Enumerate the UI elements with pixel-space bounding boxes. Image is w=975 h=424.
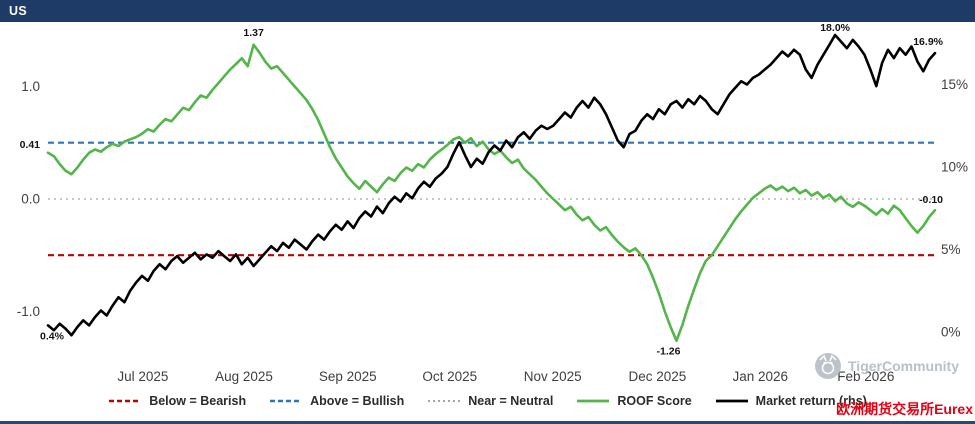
- chart-title-bar: US: [0, 0, 975, 22]
- left-axis-tick-label: 1.0: [21, 79, 40, 94]
- legend-item-roof: ROOF Score: [576, 394, 692, 408]
- x-axis-month-label: Oct 2025: [422, 369, 477, 384]
- eurex-watermark: 欧洲期货交易所Eurex: [836, 401, 973, 417]
- value-annotation: 1.37: [243, 27, 264, 39]
- legend-swatch-bullish: [270, 399, 303, 403]
- x-axis-month-label: Nov 2025: [524, 369, 582, 384]
- left-axis-tick-label: 0.0: [21, 191, 40, 206]
- legend-item-market: Market return (rhs): [715, 394, 867, 408]
- chart-region-title: US: [9, 4, 27, 18]
- value-annotation: -0.10: [919, 194, 943, 206]
- value-annotation: 0.41: [20, 139, 41, 151]
- tiger-community-label: TigerCommunity: [848, 358, 959, 374]
- right-axis-tick-label: 0%: [941, 324, 961, 339]
- value-annotation: 0.4%: [40, 330, 65, 342]
- right-axis-tick-label: 5%: [941, 242, 961, 257]
- x-axis-month-label: Jan 2026: [732, 369, 788, 384]
- value-annotation: -1.26: [657, 346, 681, 358]
- legend-swatch-roof: [577, 399, 610, 403]
- legend: Below = Bearish Above = Bullish Near = Neu…: [0, 394, 975, 408]
- legend-label-bearish: Below = Bearish: [149, 394, 247, 408]
- x-axis-month-label: Feb 2026: [837, 369, 894, 384]
- legend-item-bearish: Below = Bearish: [108, 394, 246, 408]
- roof-score-line: [46, 43, 937, 343]
- legend-label-neutral: Near = Neutral: [468, 394, 554, 408]
- legend-item-bullish: Above = Bullish: [269, 394, 404, 408]
- right-axis-tick-label: 10%: [941, 159, 968, 174]
- value-annotation: 18.0%: [820, 22, 850, 34]
- right-axis-tick-label: 15%: [941, 77, 968, 92]
- x-axis-month-label: Jul 2025: [117, 369, 168, 384]
- x-axis-month-label: Dec 2025: [628, 369, 686, 384]
- legend-item-neutral: Near = Neutral: [427, 394, 553, 408]
- market-return-line: [46, 33, 937, 337]
- legend-label-bullish: Above = Bullish: [310, 394, 405, 408]
- x-axis-month-label: Aug 2025: [215, 369, 273, 384]
- tiger-logo-icon: [815, 353, 841, 379]
- tiger-community-watermark: TigerCommunity: [814, 352, 959, 380]
- value-annotation: 16.9%: [913, 36, 943, 48]
- legend-swatch-neutral: [428, 400, 461, 402]
- legend-label-market: Market return (rhs): [755, 394, 867, 408]
- legend-swatch-bearish: [109, 399, 142, 403]
- left-axis-tick-label: -1.0: [17, 304, 40, 319]
- legend-swatch-market: [715, 399, 748, 403]
- legend-label-roof: ROOF Score: [617, 394, 692, 408]
- x-axis-month-label: Sep 2025: [319, 369, 377, 384]
